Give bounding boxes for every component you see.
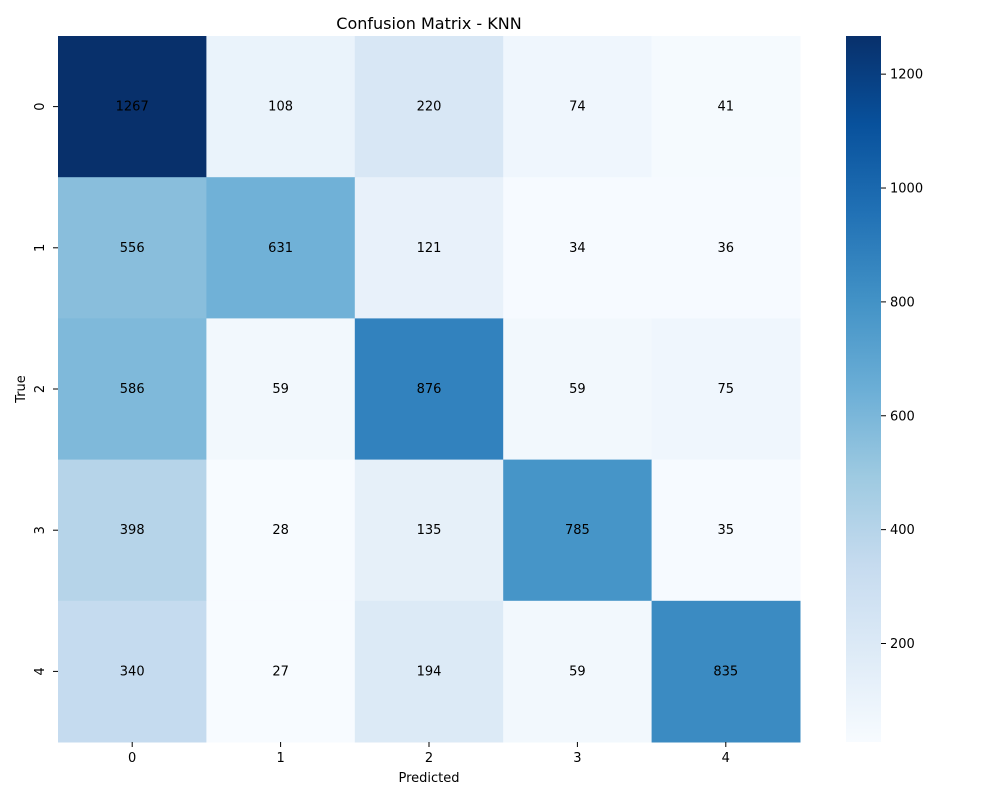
heatmap-cell xyxy=(58,459,207,602)
heatmap-cell xyxy=(206,459,356,602)
cell-value-label: 785 xyxy=(565,523,590,538)
cell-value-label: 835 xyxy=(713,664,738,679)
heatmap-cell xyxy=(354,36,504,178)
heatmap-cell xyxy=(58,318,207,461)
colorbar: 200 400 600 800 1000 1200 xyxy=(846,36,923,742)
x-tick-label: 3 xyxy=(573,751,581,766)
heatmap-cell xyxy=(354,318,504,461)
heatmap-cell xyxy=(503,177,653,319)
heatmap-cell xyxy=(503,600,653,743)
heatmap-cell xyxy=(354,600,504,743)
cell-value-label: 35 xyxy=(718,523,735,538)
cell-value-label: 74 xyxy=(569,100,586,115)
colorbar-gradient xyxy=(846,36,881,742)
heatmap-cell xyxy=(503,36,653,178)
cell-value-label: 194 xyxy=(417,664,442,679)
heatmap-cell-labels: 1267 108 220 74 41 556 631 121 34 36 586 59 876 59 75 3… xyxy=(116,100,739,680)
heatmap-cell xyxy=(651,318,801,461)
cell-value-label: 121 xyxy=(417,241,442,256)
cell-value-label: 108 xyxy=(268,100,293,115)
y-axis-label: True xyxy=(14,375,29,404)
colorbar-tick-label: 800 xyxy=(890,295,915,310)
y-tick-label: 1 xyxy=(33,244,48,252)
cell-value-label: 586 xyxy=(120,382,145,397)
cell-value-label: 34 xyxy=(569,241,586,256)
heatmap-cell xyxy=(58,600,207,743)
y-axis: 0 1 2 3 4 xyxy=(33,102,58,676)
cell-value-label: 1267 xyxy=(116,100,149,115)
colorbar-tick-label: 1200 xyxy=(890,68,923,83)
colorbar-tick-label: 200 xyxy=(890,637,915,652)
y-tick-label: 0 xyxy=(33,102,48,110)
heatmap-cell xyxy=(354,459,504,602)
cell-value-label: 220 xyxy=(417,100,442,115)
cell-value-label: 59 xyxy=(569,664,586,679)
heatmap-cell xyxy=(651,177,801,319)
cell-value-label: 28 xyxy=(272,523,289,538)
y-tick-label: 4 xyxy=(33,667,48,675)
heatmap-cell xyxy=(503,459,653,602)
colorbar-tick-label: 600 xyxy=(890,409,915,424)
heatmap-cell xyxy=(206,177,356,319)
cell-value-label: 556 xyxy=(120,241,145,256)
heatmap-cell xyxy=(651,459,801,602)
chart-title: Confusion Matrix - KNN xyxy=(336,14,521,33)
heatmap-cell xyxy=(651,600,801,743)
x-tick-label: 1 xyxy=(276,751,284,766)
colorbar-tick-label: 400 xyxy=(890,523,915,538)
cell-value-label: 398 xyxy=(120,523,145,538)
cell-value-label: 59 xyxy=(272,382,289,397)
cell-value-label: 36 xyxy=(718,241,735,256)
cell-value-label: 135 xyxy=(417,523,442,538)
x-tick-label: 2 xyxy=(425,751,433,766)
heatmap-cell xyxy=(58,177,207,319)
y-tick-label: 3 xyxy=(33,526,48,534)
cell-value-label: 59 xyxy=(569,382,586,397)
x-axis: 0 1 2 3 4 xyxy=(128,742,730,766)
heatmap-cells xyxy=(58,36,801,743)
heatmap-cell xyxy=(503,318,653,461)
heatmap-cell xyxy=(354,177,504,319)
heatmap-cell xyxy=(206,600,356,743)
cell-value-label: 41 xyxy=(718,100,735,115)
y-tick-label: 2 xyxy=(33,385,48,393)
heatmap-cell xyxy=(206,318,356,461)
heatmap-cell xyxy=(206,36,356,178)
heatmap-cell xyxy=(58,36,207,178)
x-axis-label: Predicted xyxy=(398,771,459,786)
heatmap-cell xyxy=(651,36,801,178)
cell-value-label: 340 xyxy=(120,664,145,679)
cell-value-label: 27 xyxy=(272,664,289,679)
x-tick-label: 4 xyxy=(722,751,730,766)
cell-value-label: 75 xyxy=(718,382,735,397)
cell-value-label: 631 xyxy=(268,241,293,256)
colorbar-tick-label: 1000 xyxy=(890,182,923,197)
cell-value-label: 876 xyxy=(417,382,442,397)
x-tick-label: 0 xyxy=(128,751,136,766)
